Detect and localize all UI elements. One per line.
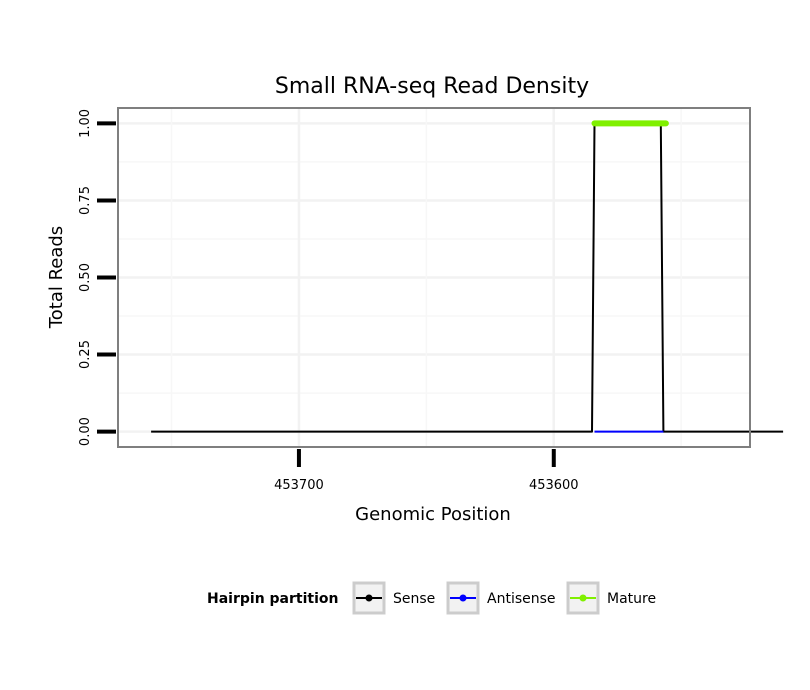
y-tick-label: 0.75	[78, 186, 93, 215]
chart-title: Small RNA-seq Read Density	[275, 74, 589, 99]
plot-panel	[117, 107, 751, 448]
legend-key-marker-antisense	[459, 594, 467, 602]
legend-label-mature: Mature	[607, 591, 656, 607]
y-tick-label: 0.00	[78, 417, 93, 446]
x-tick-label: 453600	[529, 478, 579, 493]
legend-key-marker-sense	[365, 594, 373, 602]
legend-title: Hairpin partition	[207, 591, 338, 607]
x-axis-label: Genomic Position	[355, 504, 511, 525]
axes: 0.00 0.25 0.50 0.75 1.00 453700 453600	[78, 109, 579, 493]
legend-label-antisense: Antisense	[487, 591, 556, 607]
legend-key-marker-mature	[579, 594, 587, 602]
y-tick-label: 0.50	[78, 263, 93, 292]
grid	[118, 108, 750, 447]
series-layer	[151, 120, 784, 433]
legend-label-sense: Sense	[393, 591, 435, 607]
y-tick-label: 0.25	[78, 340, 93, 369]
y-axis-label: Total Reads	[46, 226, 67, 329]
legend: Hairpin partition Sense Antisense Mature	[207, 581, 656, 615]
y-tick-label: 1.00	[78, 109, 93, 138]
x-tick-label: 453700	[274, 478, 324, 493]
